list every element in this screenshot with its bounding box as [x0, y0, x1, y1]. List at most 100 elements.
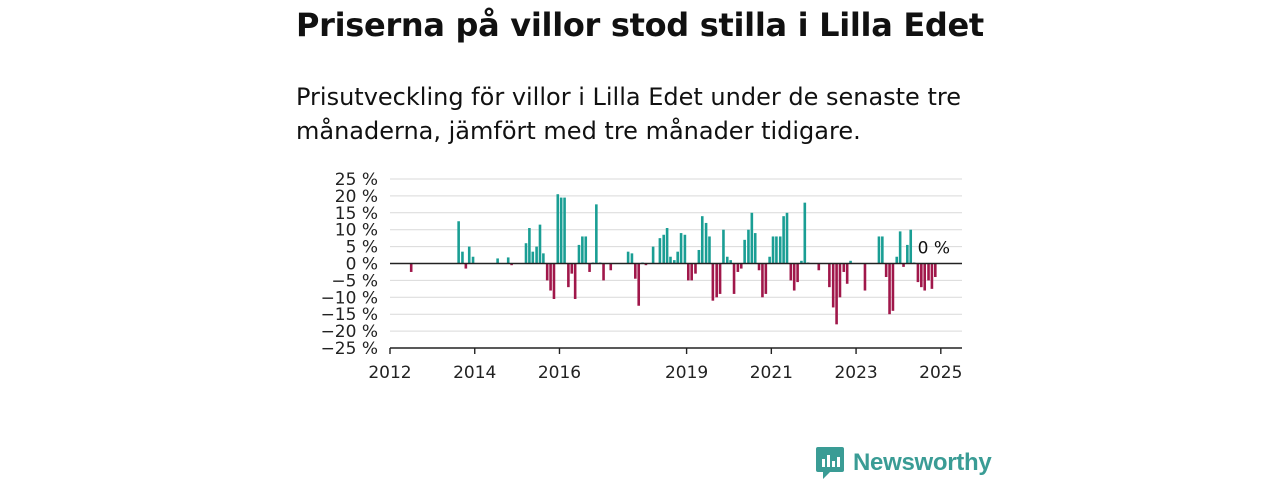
- bar: [757, 263, 761, 271]
- y-tick-label: 15 %: [335, 204, 378, 224]
- bar: [768, 256, 771, 264]
- bar: [803, 202, 807, 264]
- bar: [531, 251, 535, 264]
- bar: [785, 212, 789, 264]
- x-tick-label: 2023: [834, 363, 877, 383]
- bar: [577, 244, 581, 264]
- bar: [916, 263, 920, 283]
- bar: [930, 263, 934, 289]
- bar: [524, 243, 528, 264]
- last-value-label: 0 %: [918, 239, 950, 259]
- bar: [934, 263, 937, 278]
- y-tick-label: −10 %: [321, 288, 378, 308]
- bar: [457, 221, 460, 264]
- bar: [718, 263, 722, 294]
- bar: [729, 260, 732, 264]
- bar: [920, 263, 923, 288]
- bar: [559, 197, 563, 264]
- bar: [496, 258, 499, 264]
- bar: [775, 236, 778, 264]
- bar: [845, 263, 849, 284]
- bar: [679, 233, 683, 264]
- bars: [409, 194, 937, 325]
- bar: [584, 236, 588, 264]
- bar: [644, 263, 648, 266]
- bar: [409, 263, 413, 272]
- bar: [662, 234, 666, 264]
- bar: [708, 236, 711, 264]
- bar: [842, 263, 846, 272]
- bar: [884, 263, 888, 278]
- bar: [906, 244, 909, 264]
- bar: [697, 249, 701, 264]
- bar: [694, 263, 697, 274]
- bar: [563, 197, 566, 264]
- y-tick-label: 10 %: [335, 221, 378, 241]
- bar: [595, 204, 598, 264]
- bar: [761, 263, 764, 298]
- bar: [461, 251, 464, 264]
- x-tick-label: 2014: [453, 363, 496, 383]
- bar: [588, 263, 591, 272]
- bar: [747, 229, 750, 264]
- bar: [669, 256, 672, 264]
- bar: [891, 263, 895, 311]
- bar: [704, 222, 708, 264]
- bar: [552, 263, 556, 299]
- y-tick-label: 25 %: [335, 170, 378, 190]
- bar: [686, 263, 690, 281]
- bar: [626, 251, 630, 264]
- bar: [722, 229, 725, 264]
- bar: [630, 253, 634, 264]
- bar: [567, 263, 570, 288]
- bar: [831, 263, 835, 308]
- bar: [881, 236, 884, 264]
- bar: [817, 263, 821, 271]
- bar: [764, 263, 768, 294]
- bar: [609, 263, 613, 271]
- bar: [888, 263, 891, 315]
- bar: [923, 263, 927, 291]
- y-tick-label: −5 %: [331, 271, 378, 291]
- bar: [464, 263, 468, 269]
- bar: [715, 263, 718, 298]
- bar: [673, 260, 676, 264]
- bar: [835, 263, 838, 325]
- y-tick-label: 20 %: [335, 187, 378, 207]
- bar: [538, 224, 542, 264]
- bar: [467, 246, 471, 264]
- bar: [898, 231, 902, 264]
- y-tick-label: 0 %: [346, 255, 378, 275]
- bar: [556, 194, 560, 264]
- bar: [782, 216, 785, 264]
- bar: [909, 229, 913, 264]
- x-tick-label: 2021: [750, 363, 793, 383]
- bar: [902, 263, 905, 267]
- bar: [739, 263, 743, 269]
- bar: [651, 246, 655, 264]
- bar: [771, 236, 775, 264]
- bar: [796, 263, 799, 283]
- y-tick-label: −25 %: [321, 339, 378, 359]
- bar: [545, 263, 549, 281]
- bar: [828, 263, 831, 288]
- bar: [927, 263, 930, 281]
- x-tick-label: 2025: [919, 363, 962, 383]
- bar: [676, 251, 679, 264]
- bar: [637, 263, 641, 306]
- y-tick-label: −15 %: [321, 305, 378, 325]
- bar: [602, 263, 605, 281]
- bar: [800, 260, 803, 264]
- brand-logo: Newsworthy: [815, 446, 992, 480]
- x-tick-label: 2012: [368, 363, 411, 383]
- bar: [549, 263, 552, 291]
- bar: [700, 216, 704, 264]
- bar: [658, 238, 662, 264]
- x-tick-label: 2016: [538, 363, 581, 383]
- bar: [863, 263, 867, 291]
- chart-subtitle: Prisutveckling för villor i Lilla Edet u…: [296, 83, 961, 145]
- bar: [750, 212, 754, 264]
- bar: [838, 263, 842, 298]
- y-tick-label: 5 %: [346, 238, 378, 258]
- bar: [570, 263, 574, 274]
